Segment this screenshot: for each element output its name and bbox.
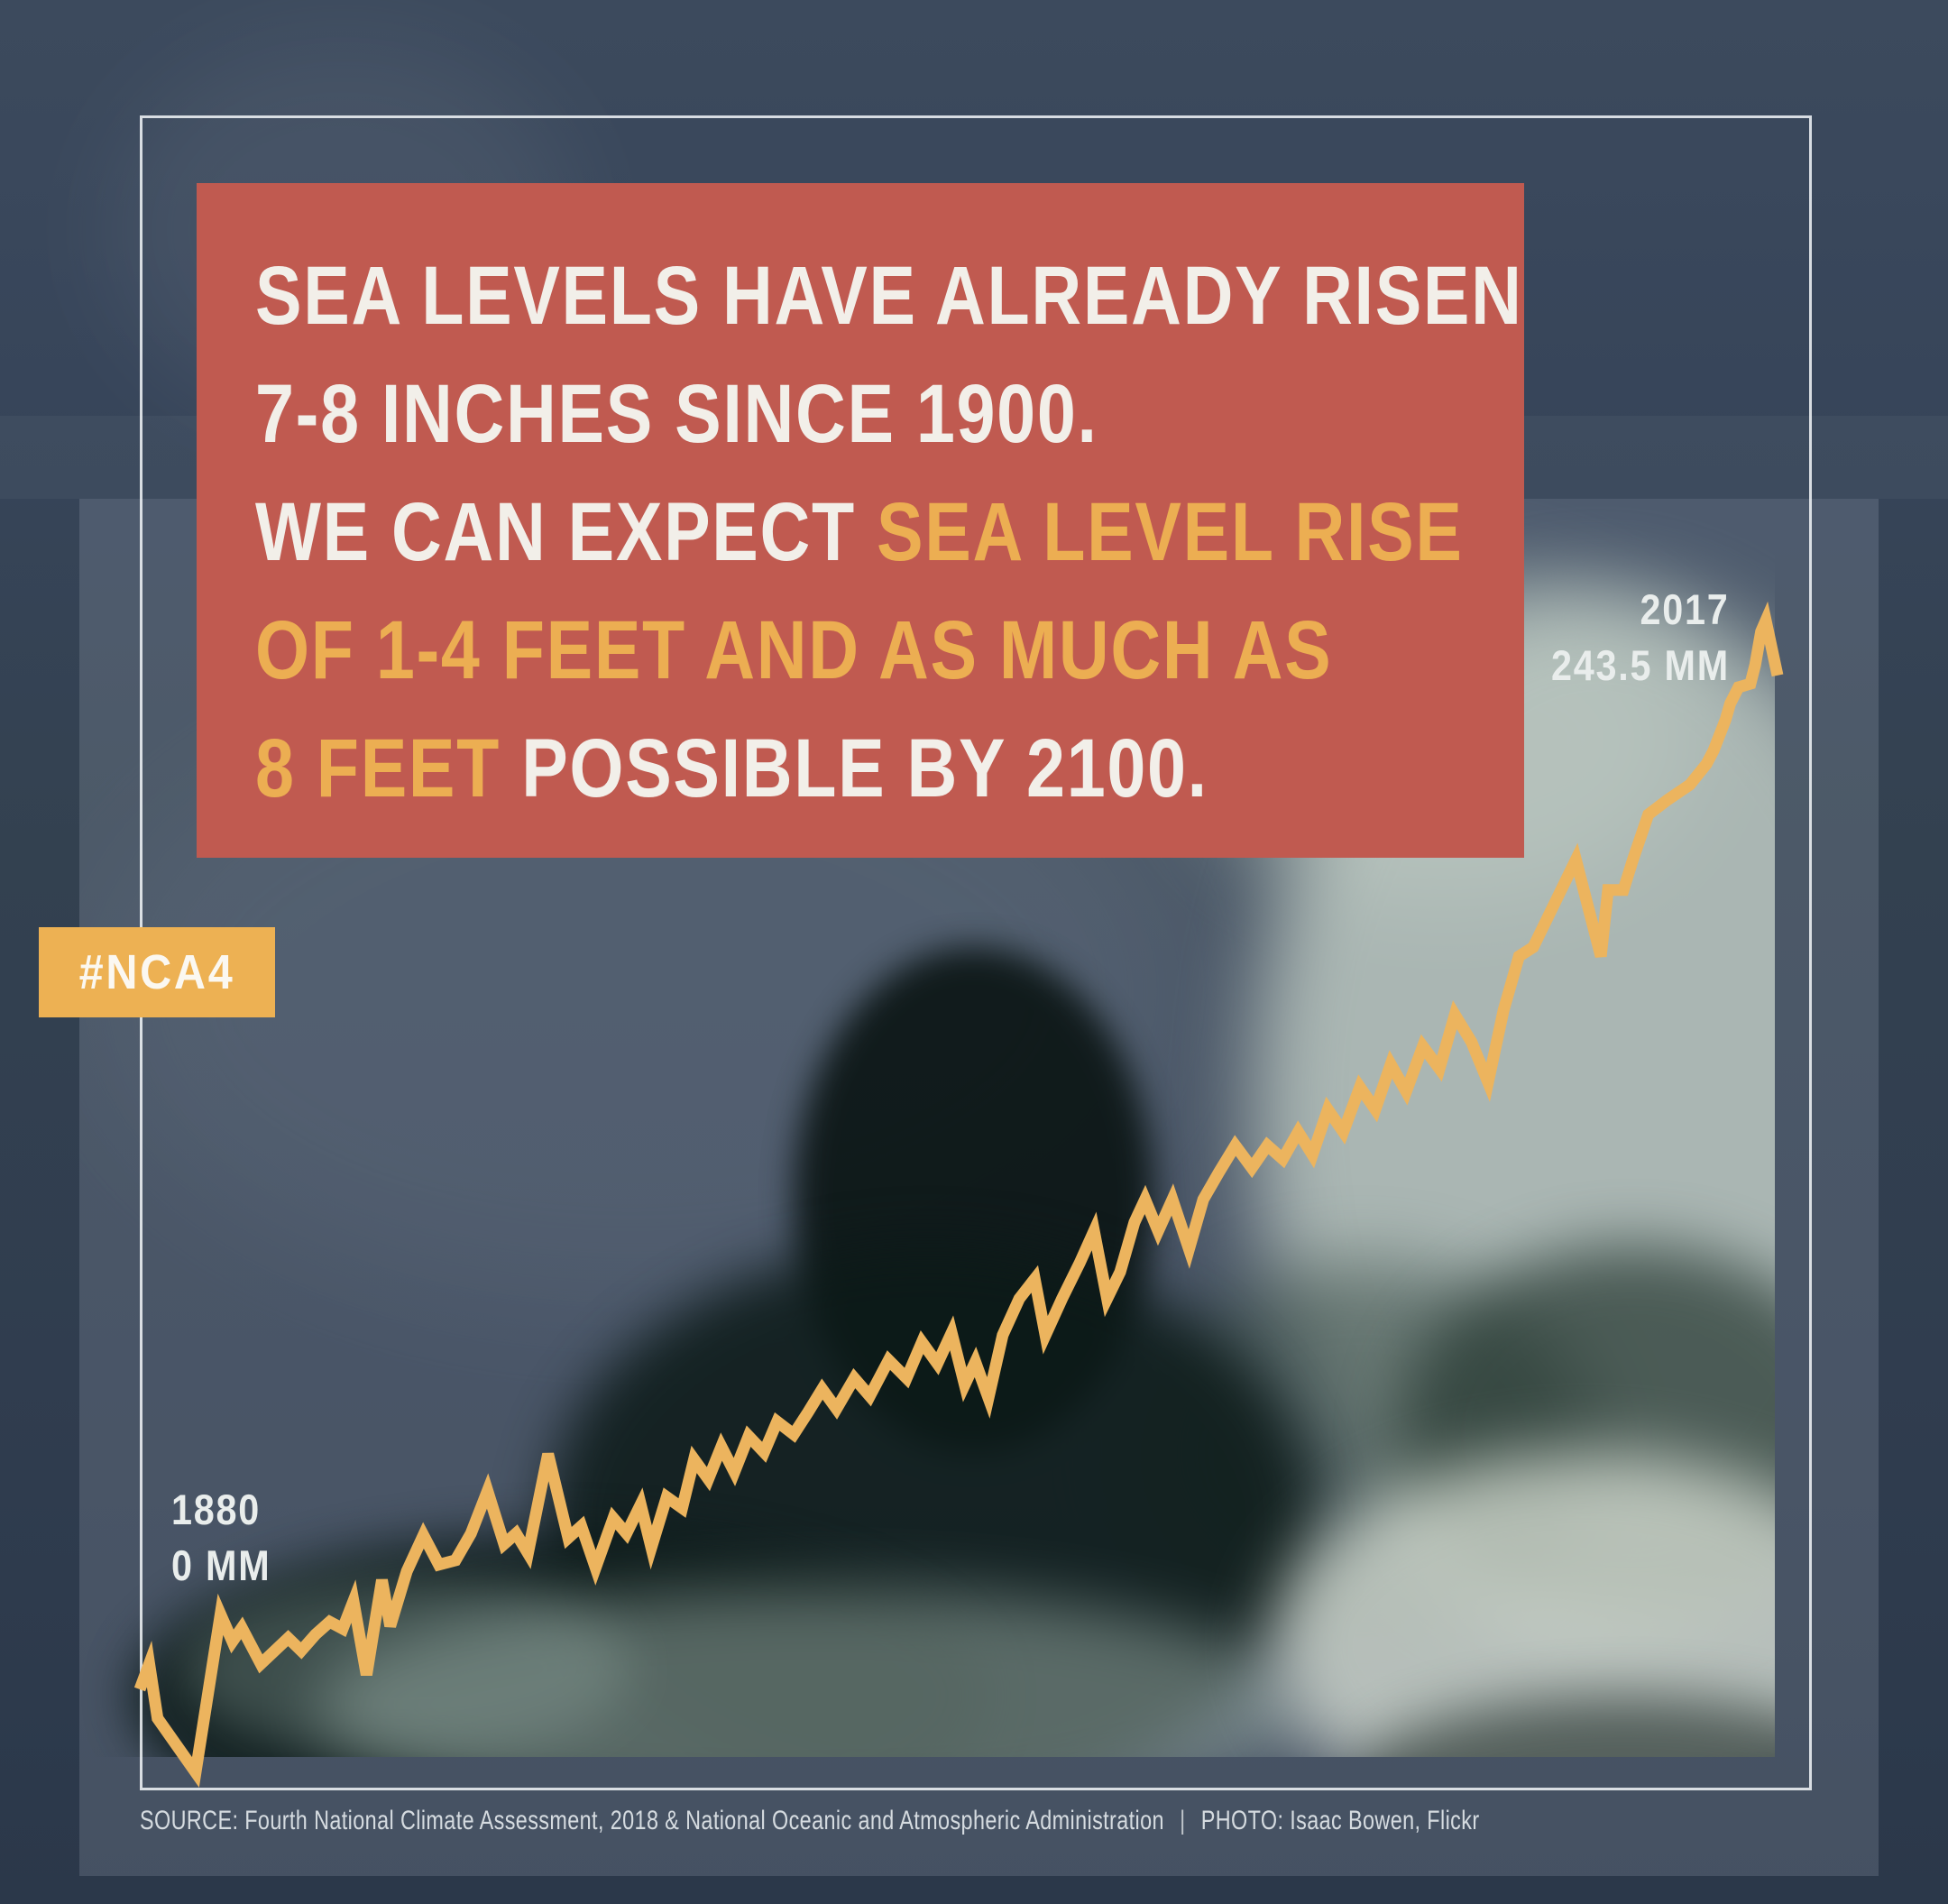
headline-text: SEA LEVELS HAVE ALREADY RISEN 7-8 INCHES … <box>255 237 1523 828</box>
hashtag-badge: #NCA4 <box>39 927 275 1017</box>
source-bar: SOURCE: Fourth National Climate Assessme… <box>140 1806 1480 1836</box>
headline-line: SEA LEVELS HAVE ALREADY RISEN <box>255 250 1523 342</box>
source-text: SOURCE: Fourth National Climate Assessme… <box>140 1806 1164 1835</box>
start-value-label: 0 MM <box>171 1541 271 1589</box>
end-year-label: 2017 <box>1640 585 1730 633</box>
wave-foam-bottom-left <box>180 1578 631 1757</box>
headline-box: SEA LEVELS HAVE ALREADY RISEN 7-8 INCHES … <box>197 183 1524 858</box>
headline-line: 7-8 INCHES SINCE 1900. <box>255 368 1098 460</box>
start-year-label: 1880 <box>171 1485 262 1533</box>
hashtag-badge-label: #NCA4 <box>78 945 235 999</box>
photo-credit-text: PHOTO: Isaac Bowen, Flickr <box>1200 1806 1480 1835</box>
headline-line: 8 FEET POSSIBLE BY 2100. <box>255 722 1208 814</box>
headline-line: OF 1-4 FEET AND AS MUCH AS <box>255 604 1333 696</box>
separator: | <box>1180 1806 1186 1835</box>
headline-line: WE CAN EXPECT SEA LEVEL RISE <box>255 486 1464 578</box>
end-value-label: 243.5 MM <box>1551 641 1730 689</box>
sea-level-line <box>133 601 1784 1788</box>
